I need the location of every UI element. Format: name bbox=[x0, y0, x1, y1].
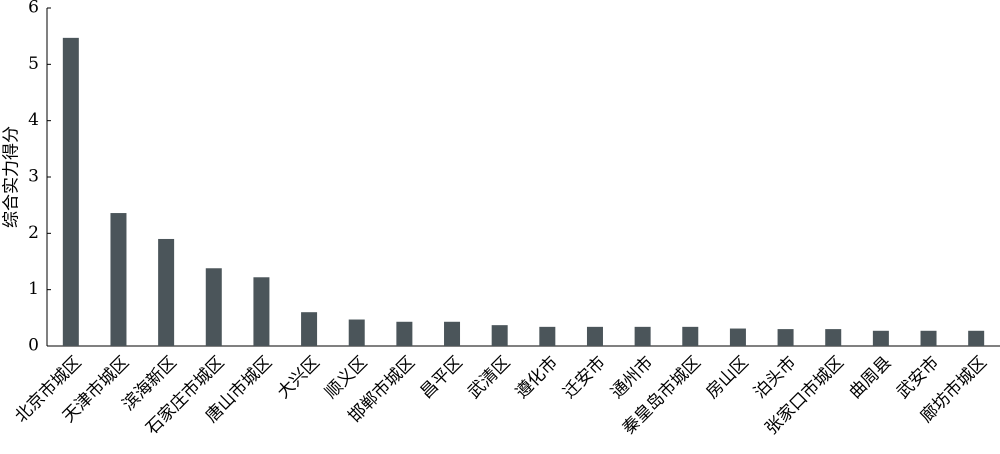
y-tick-label: 3 bbox=[28, 167, 39, 187]
y-tick-label: 1 bbox=[28, 279, 39, 299]
bar bbox=[777, 329, 794, 346]
bar bbox=[872, 330, 889, 346]
bar bbox=[491, 325, 508, 346]
bar bbox=[158, 238, 175, 346]
bar bbox=[301, 312, 318, 346]
y-tick-label: 2 bbox=[28, 223, 39, 243]
x-tick-label: 房山区 bbox=[702, 353, 752, 403]
bar bbox=[253, 277, 270, 346]
y-tick-label: 6 bbox=[28, 0, 39, 18]
bar bbox=[205, 268, 222, 346]
bar bbox=[110, 213, 127, 346]
bar bbox=[968, 330, 985, 346]
x-tick-label: 昌平区 bbox=[417, 353, 467, 403]
x-tick-label: 大兴区 bbox=[274, 353, 324, 403]
bar bbox=[586, 326, 603, 346]
x-tick-label: 遵化市 bbox=[512, 353, 562, 403]
y-tick-label: 5 bbox=[28, 54, 39, 74]
bar bbox=[920, 330, 937, 346]
x-tick-label: 武清区 bbox=[464, 353, 514, 403]
bar bbox=[348, 319, 365, 346]
x-tick-label: 迁安市 bbox=[559, 353, 609, 403]
bar bbox=[682, 326, 699, 346]
bar bbox=[634, 326, 651, 346]
bar bbox=[62, 37, 79, 347]
y-tick-label: 4 bbox=[28, 110, 39, 130]
bar bbox=[396, 321, 413, 346]
y-tick-label: 0 bbox=[28, 336, 39, 356]
bar bbox=[825, 329, 842, 346]
bar bbox=[539, 326, 556, 346]
bar bbox=[729, 328, 746, 346]
bar bbox=[444, 321, 461, 346]
y-axis-label: 综合实力得分 bbox=[2, 126, 22, 228]
x-tick-label: 曲周县 bbox=[845, 353, 895, 403]
